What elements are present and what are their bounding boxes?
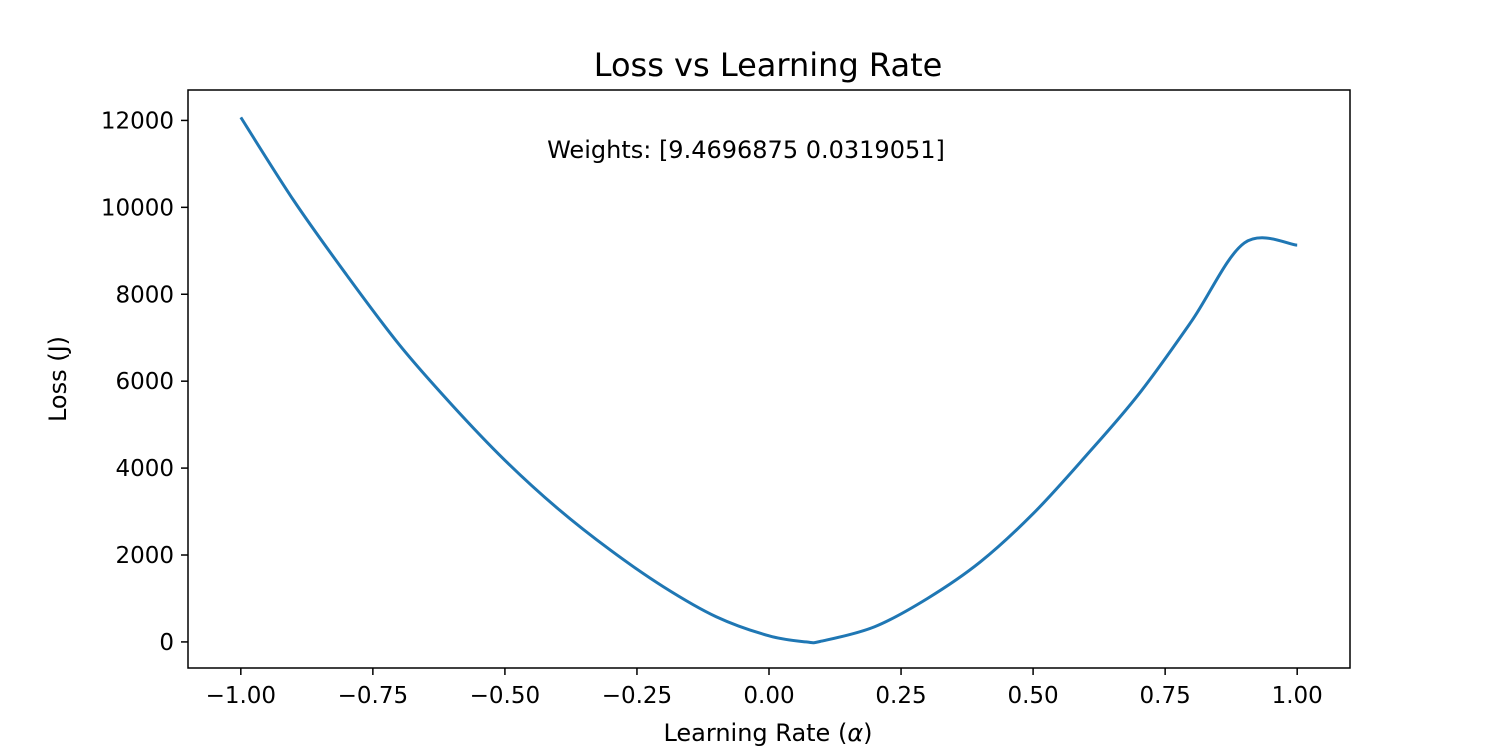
y-tick-label: 4000: [115, 456, 174, 482]
x-tick-label: −1.00: [206, 683, 276, 709]
y-tick-label: 6000: [115, 369, 174, 395]
y-tick-label: 0: [159, 630, 174, 656]
x-axis-label-main: Learning Rate (: [663, 719, 847, 747]
x-axis-label: Learning Rate (α): [663, 719, 872, 747]
x-tick-label: −0.75: [338, 683, 408, 709]
x-tick-label: 0.50: [1007, 683, 1058, 709]
y-tick-label: 8000: [115, 282, 174, 308]
x-tick-label: 1.00: [1272, 683, 1323, 709]
x-tick-label: 0.75: [1140, 683, 1191, 709]
x-axis-label-symbol: α: [847, 719, 863, 747]
chart-title: Loss vs Learning Rate: [594, 46, 943, 84]
plot-frame: [187, 89, 1351, 669]
x-axis-label-close: ): [863, 719, 872, 747]
y-axis-label: Loss (J): [44, 336, 72, 422]
x-axis-ticks: −1.00 −0.75 −0.50 −0.25 0.00 0.25 0.50 0.75 1.00: [206, 668, 1323, 709]
y-tick-label: 10000: [101, 195, 174, 221]
x-tick-label: 0.00: [743, 683, 794, 709]
y-axis-ticks: 0 2000 4000 6000 8000 10000 12000: [101, 108, 188, 656]
x-tick-label: −0.50: [470, 683, 540, 709]
loss-curve-line: [239, 116, 1298, 645]
y-tick-label: 12000: [101, 108, 174, 134]
x-tick-label: 0.25: [875, 683, 926, 709]
y-tick-label: 2000: [115, 543, 174, 569]
weights-annotation: Weights: [9.4696875 0.0319051]: [547, 136, 945, 164]
x-tick-label: −0.25: [602, 683, 672, 709]
